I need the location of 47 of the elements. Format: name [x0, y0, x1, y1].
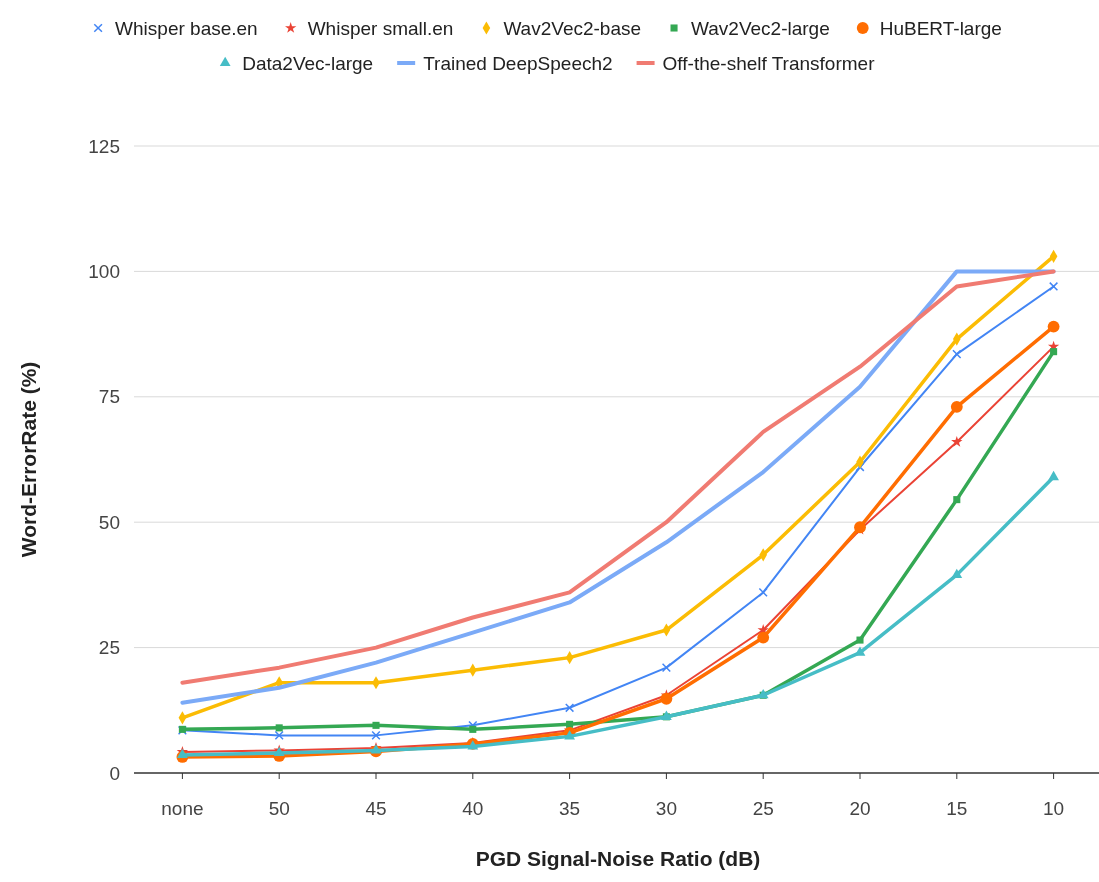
x-axis-title: PGD Signal-Noise Ratio (dB): [475, 847, 761, 870]
point: [952, 349, 962, 359]
point: [660, 692, 673, 705]
legend-label: HuBERT-large: [879, 17, 1002, 39]
legend-label: Wav2Vec2-large: [691, 17, 830, 39]
x-tick-label: none: [161, 798, 204, 819]
point: [469, 725, 477, 733]
legend-label: Whisper small.en: [307, 17, 454, 39]
point: [1047, 320, 1060, 333]
point: [951, 435, 963, 447]
x-tick-label: 30: [655, 798, 677, 819]
x-tick-label: 50: [268, 798, 290, 819]
point: [372, 721, 380, 729]
point: [1049, 281, 1059, 292]
legend-label: Trained DeepSpeech2: [423, 52, 613, 74]
point: [951, 568, 963, 578]
point: [1048, 470, 1059, 481]
x-tick-label: 45: [365, 798, 387, 819]
point: [565, 703, 575, 713]
y-tick-label: 125: [88, 135, 120, 157]
point: [371, 730, 381, 740]
x-tick-label: 10: [1043, 798, 1065, 819]
point: [757, 631, 770, 644]
point: [856, 636, 864, 644]
y-axis-title: Word-ErrorRate (%): [17, 361, 40, 558]
point: [274, 730, 284, 740]
legend-label: Off-the-shelf Transformer: [662, 52, 876, 74]
y-tick-label: 50: [98, 511, 120, 533]
legend-label: Wav2Vec2-base: [503, 17, 642, 39]
legend-label: Whisper base.en: [115, 17, 258, 39]
point: [758, 587, 768, 597]
y-tick-label: 100: [88, 261, 120, 283]
point: [1050, 348, 1058, 356]
legend-label: Data2Vec-large: [242, 52, 374, 74]
x-tick-label: 35: [559, 798, 581, 819]
x-tick-label: 40: [462, 798, 484, 819]
point: [564, 730, 575, 740]
point: [950, 400, 963, 413]
x-tick-label: 25: [752, 798, 774, 819]
point: [661, 663, 671, 673]
y-tick-label: 75: [98, 386, 120, 408]
y-tick-label: 25: [98, 637, 120, 659]
x-tick-label: 20: [849, 798, 871, 819]
point: [275, 724, 283, 732]
point: [953, 496, 961, 504]
y-tick-label: 0: [109, 762, 120, 784]
x-tick-label: 15: [946, 798, 968, 819]
